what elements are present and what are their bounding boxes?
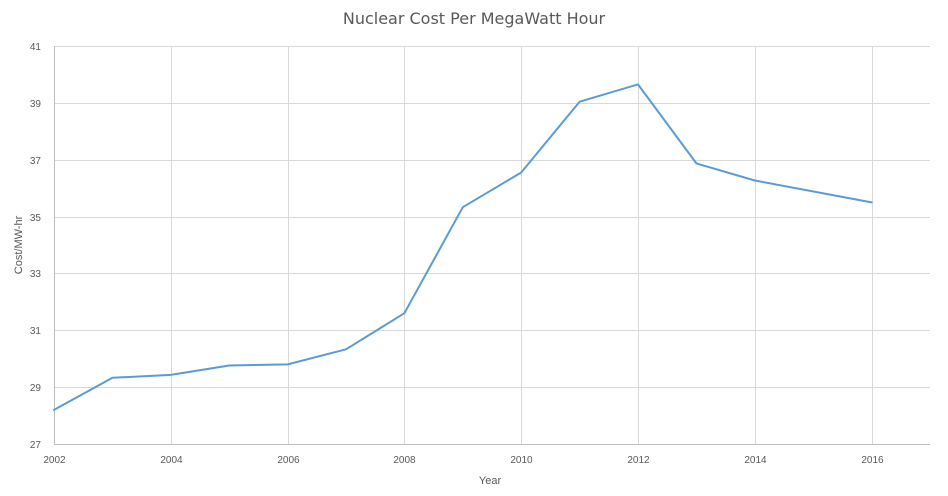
y-tick-label: 35 <box>30 213 42 224</box>
x-tick-label: 2012 <box>627 455 650 466</box>
y-tick-label: 31 <box>30 326 42 337</box>
y-tick-label: 37 <box>30 156 42 167</box>
x-tick-label: 2004 <box>160 455 183 466</box>
series <box>52 82 874 412</box>
data-point <box>286 362 290 366</box>
x-tick-label: 2008 <box>393 455 416 466</box>
data-point <box>461 205 465 209</box>
data-point <box>870 200 874 204</box>
y-tick-label: 27 <box>30 440 42 451</box>
x-tick-label: 2002 <box>43 455 66 466</box>
data-point <box>694 161 698 165</box>
data-point <box>578 100 582 104</box>
data-point <box>402 311 406 315</box>
data-point <box>519 171 523 175</box>
tick-labels: 27 29 31 33 35 37 39 41 2002 2004 2006 2008 2010 2012… <box>30 42 884 466</box>
y-tick-label: 41 <box>30 42 42 53</box>
series-line <box>53 83 873 411</box>
x-tick-label: 2006 <box>277 455 300 466</box>
y-tick-label: 29 <box>30 383 42 394</box>
data-point <box>52 408 56 412</box>
gridlines <box>54 46 930 444</box>
data-point <box>636 82 640 86</box>
axes <box>54 46 930 445</box>
x-tick-label: 2010 <box>510 455 533 466</box>
y-axis-label: Cost/MW-hr <box>13 215 25 274</box>
chart-title: Nuclear Cost Per MegaWatt Hour <box>343 9 606 28</box>
data-point <box>227 364 231 368</box>
x-tick-label: 2014 <box>744 455 767 466</box>
x-tick-label: 2016 <box>861 455 884 466</box>
data-point <box>753 179 757 183</box>
data-point <box>344 347 348 351</box>
data-point <box>169 373 173 377</box>
data-point <box>110 376 114 380</box>
y-tick-label: 39 <box>30 99 42 110</box>
y-tick-label: 33 <box>30 269 42 280</box>
x-axis-label: Year <box>479 475 502 487</box>
